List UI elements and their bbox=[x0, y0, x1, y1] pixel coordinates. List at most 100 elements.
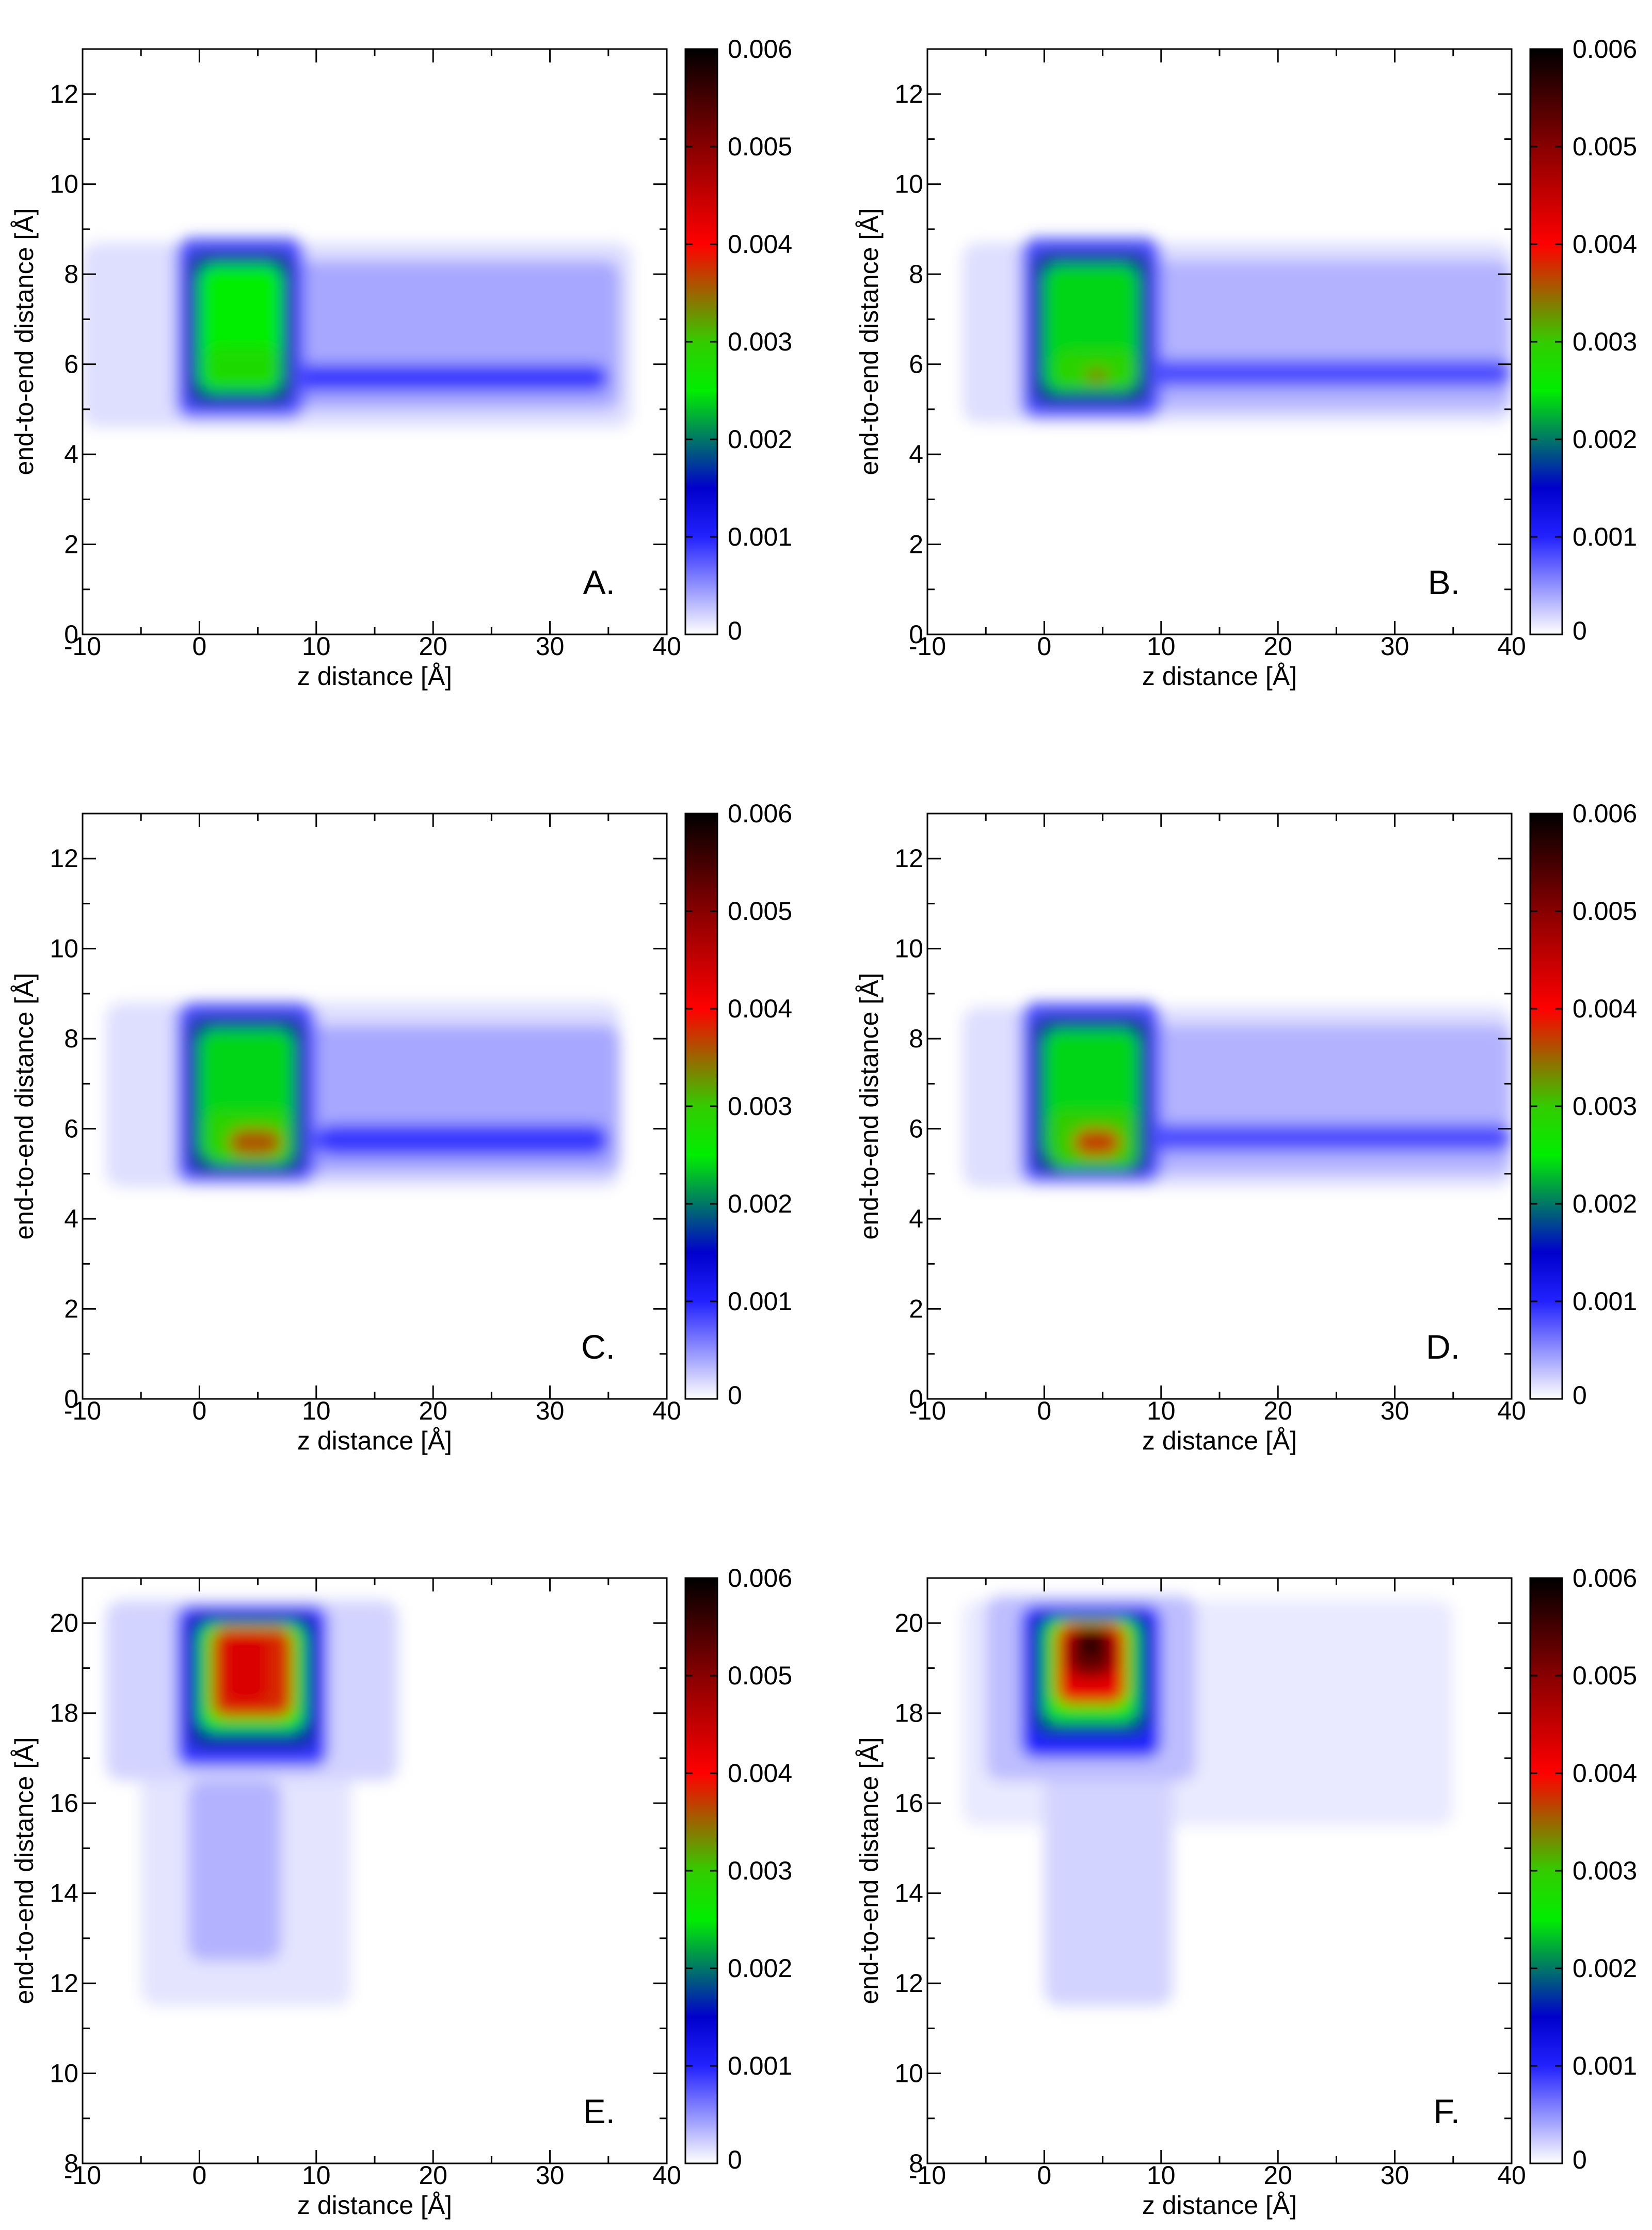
colorbar-tick-label: 0.001 bbox=[1573, 1287, 1637, 1316]
colorbar-tick-label: 0.004 bbox=[1573, 230, 1637, 259]
x-tick-label: 40 bbox=[652, 632, 681, 661]
x-tick-label: 0 bbox=[1037, 632, 1051, 661]
heatmap-cell bbox=[1073, 1128, 1120, 1156]
colorbar-tick-label: 0.002 bbox=[1573, 1954, 1637, 1983]
y-tick-label: 8 bbox=[909, 260, 923, 289]
y-tick-label: 8 bbox=[64, 260, 78, 289]
x-axis-label: z distance [Å] bbox=[1142, 662, 1297, 691]
colorbar-tick-label: 0.001 bbox=[728, 2051, 792, 2080]
heatmap-blobs bbox=[106, 1600, 398, 2006]
x-axis-label: z distance [Å] bbox=[297, 1426, 452, 1455]
y-tick-label: 12 bbox=[50, 1969, 78, 1998]
colorbar-tick-label: 0 bbox=[728, 1381, 742, 1410]
y-tick-label: 12 bbox=[894, 1969, 923, 1998]
panel-label: A. bbox=[583, 563, 615, 601]
colorbar-tick-label: 0 bbox=[728, 616, 742, 645]
y-tick-label: 0 bbox=[64, 1384, 78, 1413]
y-tick-label: 12 bbox=[894, 79, 923, 108]
x-tick-label: 40 bbox=[1497, 1396, 1526, 1425]
x-tick-label: 30 bbox=[1381, 632, 1409, 661]
x-tick-label: 10 bbox=[302, 2161, 331, 2190]
colorbar-tick-label: 0.002 bbox=[1573, 1189, 1637, 1218]
x-tick-label: 20 bbox=[1263, 632, 1292, 661]
x-tick-label: 30 bbox=[1381, 1396, 1409, 1425]
y-tick-label: 0 bbox=[909, 1384, 923, 1413]
heatmap-blobs bbox=[962, 1596, 1453, 2006]
heatmap-blobs bbox=[962, 1002, 1512, 1188]
colorbar-tick-label: 0.006 bbox=[1573, 35, 1637, 63]
heatmap-cell bbox=[1137, 1025, 1512, 1174]
x-tick-label: -10 bbox=[909, 632, 946, 661]
y-tick-label: 4 bbox=[909, 1204, 923, 1233]
y-tick-label: 4 bbox=[909, 440, 923, 469]
x-axis-label: z distance [Å] bbox=[1142, 1426, 1297, 1455]
x-tick-label: 10 bbox=[1147, 2161, 1176, 2190]
colorbar-tick-label: 0.001 bbox=[1573, 522, 1637, 551]
colorbar-tick-label: 0.002 bbox=[1573, 425, 1637, 454]
x-tick-label: 30 bbox=[1381, 2161, 1409, 2190]
panel-label: B. bbox=[1428, 563, 1460, 601]
colorbar-tick-label: 0.003 bbox=[728, 1856, 792, 1885]
y-tick-label: 16 bbox=[50, 1789, 78, 1818]
heatmap-cell bbox=[1079, 1632, 1103, 1660]
heatmap-blobs bbox=[962, 238, 1512, 423]
colorbar-tick-label: 0.005 bbox=[728, 897, 792, 926]
y-tick-label: 12 bbox=[894, 844, 923, 873]
x-tick-label: 20 bbox=[419, 632, 447, 661]
x-tick-label: 10 bbox=[302, 632, 331, 661]
y-tick-label: 10 bbox=[50, 170, 78, 199]
heatmap bbox=[962, 1596, 1453, 2006]
colorbar-tick-label: 0.004 bbox=[728, 994, 792, 1023]
heatmap-cell bbox=[229, 1128, 281, 1156]
y-axis-label: end-to-end distance [Å] bbox=[855, 1738, 884, 2004]
x-tick-label: 10 bbox=[302, 1396, 331, 1425]
colorbar-tick-label: 0.004 bbox=[1573, 1759, 1637, 1788]
y-tick-label: 12 bbox=[50, 844, 78, 873]
y-tick-label: 6 bbox=[909, 350, 923, 379]
y-tick-label: 10 bbox=[894, 2059, 923, 2088]
heatmap-cell bbox=[205, 346, 281, 387]
y-axis-label: end-to-end distance [Å] bbox=[10, 1738, 39, 2004]
colorbar-tick-label: 0.005 bbox=[728, 1661, 792, 1690]
y-tick-label: 18 bbox=[50, 1699, 78, 1728]
x-tick-label: 40 bbox=[1497, 2161, 1526, 2190]
heatmap-blobs bbox=[106, 1002, 620, 1188]
heatmap-cell bbox=[1044, 1758, 1173, 2006]
colorbar-tick-label: 0.002 bbox=[728, 425, 792, 454]
x-tick-label: -10 bbox=[64, 1396, 101, 1425]
colorbar-tick-label: 0.004 bbox=[728, 1759, 792, 1788]
heatmap bbox=[106, 1002, 620, 1188]
heatmap-cell bbox=[316, 1124, 608, 1156]
x-tick-label: 30 bbox=[536, 2161, 565, 2190]
heatmap bbox=[106, 1600, 398, 2006]
y-tick-label: 0 bbox=[64, 620, 78, 649]
y-tick-label: 10 bbox=[50, 2059, 78, 2088]
colorbar-tick-label: 0.001 bbox=[728, 522, 792, 551]
x-tick-label: -10 bbox=[64, 2161, 101, 2190]
heatmap-cell bbox=[1149, 1124, 1512, 1152]
colorbar-tick-label: 0.003 bbox=[728, 327, 792, 356]
x-tick-label: 10 bbox=[1147, 632, 1176, 661]
x-tick-label: 30 bbox=[536, 1396, 565, 1425]
colorbar-tick-label: 0.006 bbox=[728, 35, 792, 63]
y-tick-label: 8 bbox=[909, 2149, 923, 2178]
y-tick-label: 2 bbox=[909, 1295, 923, 1324]
colorbar-tick-label: 0.003 bbox=[1573, 1856, 1637, 1885]
colorbar-tick-label: 0 bbox=[728, 2145, 742, 2174]
heatmap bbox=[962, 238, 1512, 423]
x-tick-label: 20 bbox=[419, 1396, 447, 1425]
colorbar-tick-label: 0.004 bbox=[1573, 994, 1637, 1023]
y-tick-label: 6 bbox=[909, 1114, 923, 1143]
y-axis-label: end-to-end distance [Å] bbox=[10, 209, 39, 475]
colorbar-tick-label: 0.003 bbox=[1573, 327, 1637, 356]
heatmap-cell bbox=[222, 1632, 270, 1705]
colorbar-tick-label: 0.003 bbox=[728, 1092, 792, 1121]
x-tick-label: 40 bbox=[652, 2161, 681, 2190]
y-tick-label: 20 bbox=[50, 1608, 78, 1637]
x-tick-label: 20 bbox=[419, 2161, 447, 2190]
colorbar-tick-label: 0.005 bbox=[728, 132, 792, 161]
